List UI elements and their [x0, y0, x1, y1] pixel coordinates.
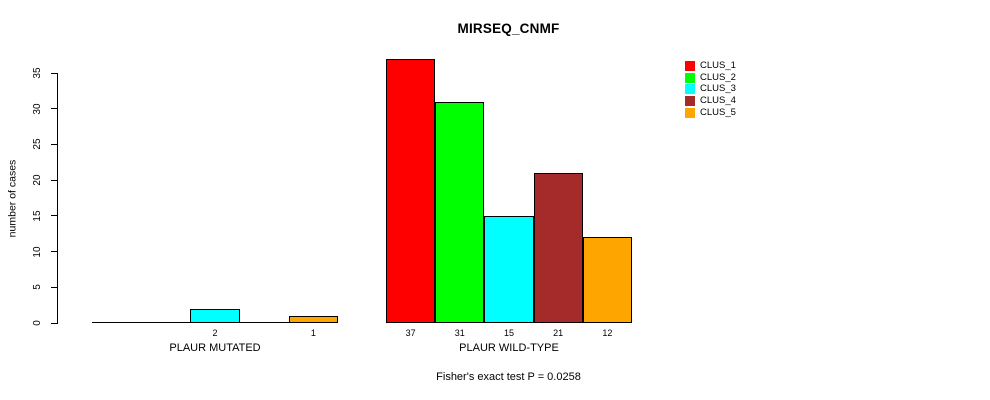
y-axis-tick-label: 35 [32, 67, 43, 79]
y-axis-tick-label: 15 [32, 210, 43, 222]
y-axis-tick [51, 215, 57, 217]
y-axis-tick-label: 5 [32, 284, 43, 291]
fisher-test-note: Fisher's exact test P = 0.0258 [436, 371, 581, 383]
x-group-label-mutated: PLAUR MUTATED [169, 342, 261, 354]
bar-clus_1 [386, 58, 436, 323]
y-axis-tick [51, 251, 57, 253]
bar-value-label: 12 [602, 328, 613, 338]
bar-clus_5 [288, 315, 338, 323]
legend-swatch-icon [685, 72, 695, 83]
bar-clus_3 [190, 308, 240, 323]
legend-item: CLUS_1 [685, 60, 736, 72]
legend-label: CLUS_2 [700, 71, 736, 83]
bar-value-label: 37 [405, 328, 416, 338]
bar-clus_1-zero [92, 322, 142, 323]
bar-clus_3 [484, 215, 534, 323]
y-axis-tick [51, 322, 57, 324]
bar-clus_5 [582, 237, 632, 323]
bar-clus_2-zero [141, 322, 191, 323]
legend-swatch-icon [685, 60, 695, 71]
legend-item: CLUS_4 [685, 95, 736, 107]
y-axis-tick-label: 25 [32, 138, 43, 150]
bar-value-label: 31 [454, 328, 465, 338]
legend-label: CLUS_4 [700, 94, 736, 106]
y-axis-tick [51, 286, 57, 288]
y-axis-tick-label: 0 [32, 320, 43, 326]
bar-value-label: 21 [553, 328, 564, 338]
bar-value-label: 15 [503, 328, 514, 338]
legend-swatch-icon [685, 107, 695, 118]
bar-clus_4-zero [239, 322, 289, 323]
legend-item: CLUS_5 [685, 107, 736, 119]
y-axis-tick [51, 108, 57, 110]
legend-label: CLUS_5 [700, 106, 736, 118]
legend: CLUS_1 CLUS_2 CLUS_3 CLUS_4 CLUS_5 [685, 60, 736, 118]
x-group-label-wild-type: PLAUR WILD-TYPE [459, 342, 559, 354]
legend-label: CLUS_3 [700, 83, 736, 95]
y-axis-tick-label: 10 [32, 246, 43, 258]
y-axis-tick-label: 30 [32, 103, 43, 115]
bar-clus_2 [435, 101, 485, 323]
legend-label: CLUS_1 [700, 59, 736, 71]
y-axis-line [57, 73, 58, 324]
bar-clus_4 [533, 173, 583, 323]
legend-swatch-icon [685, 95, 695, 106]
y-axis-title: number of cases [6, 159, 19, 238]
y-axis-tick-label: 20 [32, 174, 43, 186]
bar-value-label: 1 [310, 328, 316, 338]
chart-title: MIRSEQ_CNMF [457, 21, 560, 36]
legend-swatch-icon [685, 84, 695, 95]
y-axis-tick [51, 179, 57, 181]
legend-item: CLUS_2 [685, 72, 736, 84]
legend-item: CLUS_3 [685, 83, 736, 95]
y-axis-tick [51, 72, 57, 74]
bar-value-label: 2 [212, 328, 218, 338]
y-axis-tick [51, 143, 57, 145]
